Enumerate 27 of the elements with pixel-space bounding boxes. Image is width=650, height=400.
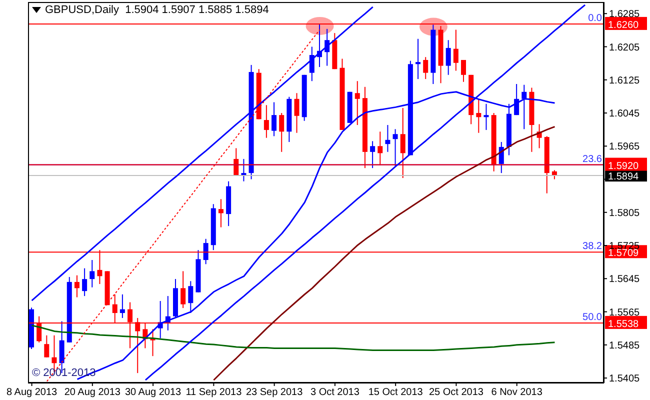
ref-line-label: 1.5894 [608, 172, 640, 183]
ref-line-label: 1.6260 [608, 20, 640, 31]
ref-line-label: 1.5920 [608, 160, 640, 172]
x-tick-label: 11 Sep 2013 [186, 387, 242, 398]
annotation: 23.6 [582, 154, 602, 165]
x-tick-label: 6 Nov 2013 [491, 387, 543, 398]
x-tick-label: 30 Aug 2013 [124, 387, 182, 398]
y-tick-label: 1.5565 [609, 307, 640, 318]
y-tick-label: 1.5645 [609, 274, 640, 286]
x-tick-label: 3 Oct 2013 [310, 387, 360, 398]
y-tick-label: 1.6205 [609, 42, 640, 54]
x-tick-label: 8 Aug 2013 [6, 387, 58, 398]
chart-title: GBPUSD,Daily 1.5904 1.5907 1.5885 1.5894 [45, 4, 269, 16]
y-tick-label: 1.6045 [609, 108, 640, 120]
ref-line-label: 1.5538 [608, 318, 640, 330]
annotation: 38.2 [582, 241, 602, 252]
y-tick-label: 1.6125 [609, 75, 640, 86]
y-tick-label: 1.5965 [609, 142, 640, 153]
x-tick-label: 20 Aug 2013 [64, 387, 121, 398]
annotation: 50.0 [582, 312, 602, 323]
x-tick-label: 25 Oct 2013 [428, 387, 484, 398]
y-tick-label: 1.5805 [609, 208, 640, 219]
x-tick-label: 23 Sep 2013 [246, 387, 304, 398]
y-tick-label: 1.5485 [609, 340, 640, 352]
y-tick-label: 1.5405 [609, 374, 640, 385]
annotation: 0.0 [588, 12, 602, 24]
x-tick-label: 15 Oct 2013 [368, 387, 424, 398]
